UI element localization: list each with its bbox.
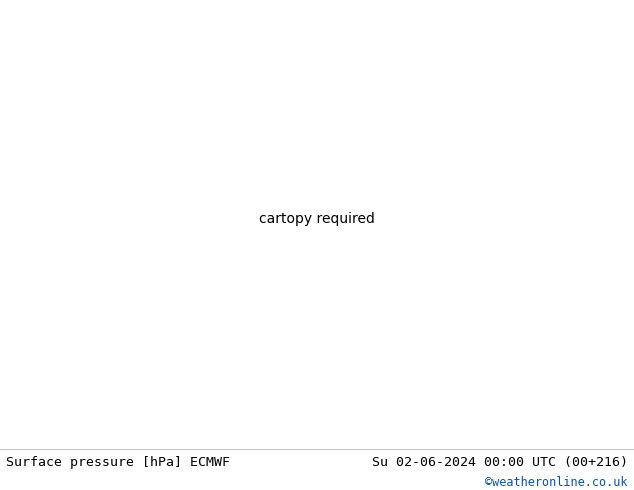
Text: Su 02-06-2024 00:00 UTC (00+216): Su 02-06-2024 00:00 UTC (00+216) [372,456,628,469]
Text: ©weatheronline.co.uk: ©weatheronline.co.uk [485,476,628,489]
Text: cartopy required: cartopy required [259,212,375,226]
Text: Surface pressure [hPa] ECMWF: Surface pressure [hPa] ECMWF [6,456,230,469]
